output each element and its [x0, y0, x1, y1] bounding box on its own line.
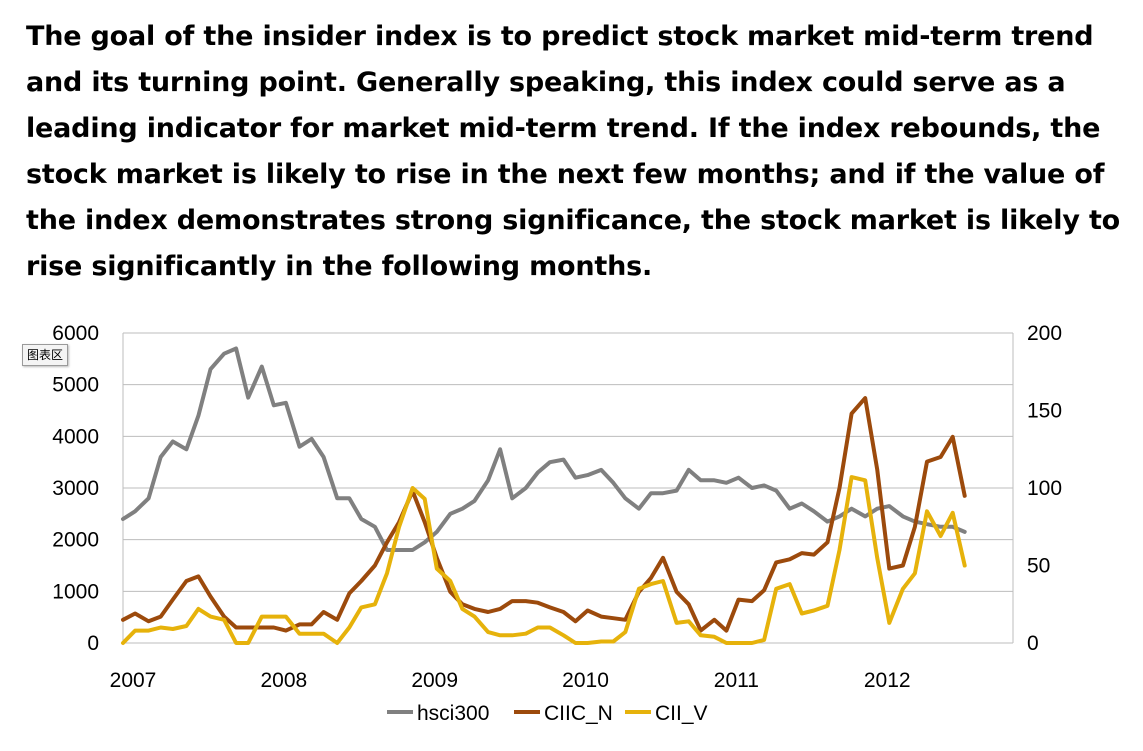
y-left-tick-3000: 3000	[52, 477, 99, 500]
y-right-tick-200: 200	[1027, 322, 1062, 345]
x-tick-2008: 2008	[260, 669, 307, 692]
y-right-tick-100: 100	[1027, 477, 1062, 500]
x-tick-2012: 2012	[864, 669, 911, 692]
legend-label-ciic-n: CIIC_N	[544, 702, 613, 725]
y-right-tick-50: 50	[1027, 555, 1050, 578]
legend-label-hsci300: hsci300	[417, 702, 489, 725]
y-left-tick-0: 0	[87, 632, 99, 655]
y-left-tick-2000: 2000	[52, 529, 99, 552]
legend-label-cii-v: CII_V	[655, 702, 708, 725]
y-left-tick-1000: 1000	[52, 580, 99, 603]
x-tick-2007: 2007	[110, 669, 157, 692]
x-tick-2010: 2010	[562, 669, 609, 692]
series-layer	[121, 346, 967, 645]
legend: hsci300 CIIC_N CII_V	[387, 702, 708, 725]
chart-area-badge[interactable]: 图表区	[22, 344, 68, 366]
x-tick-2011: 2011	[714, 669, 759, 692]
y-right-tick-0: 0	[1027, 632, 1039, 655]
series-line-hsci300	[121, 346, 967, 552]
y-left-tick-5000: 5000	[52, 374, 99, 397]
x-tick-2009: 2009	[411, 669, 458, 692]
y-right-tick-150: 150	[1027, 400, 1062, 423]
y-left-tick-4000: 4000	[52, 425, 99, 448]
series-line-cii-v	[121, 475, 967, 645]
tick-labels: 0 1000 2000 3000 4000 5000 6000 0 50 100 150 200 200…	[52, 322, 1062, 692]
intro-paragraph: The goal of the insider index is to pred…	[26, 21, 1120, 282]
y-left-tick-6000: 6000	[52, 322, 99, 345]
plot-frame	[122, 333, 1014, 643]
series-line-ciic-n	[121, 396, 967, 633]
